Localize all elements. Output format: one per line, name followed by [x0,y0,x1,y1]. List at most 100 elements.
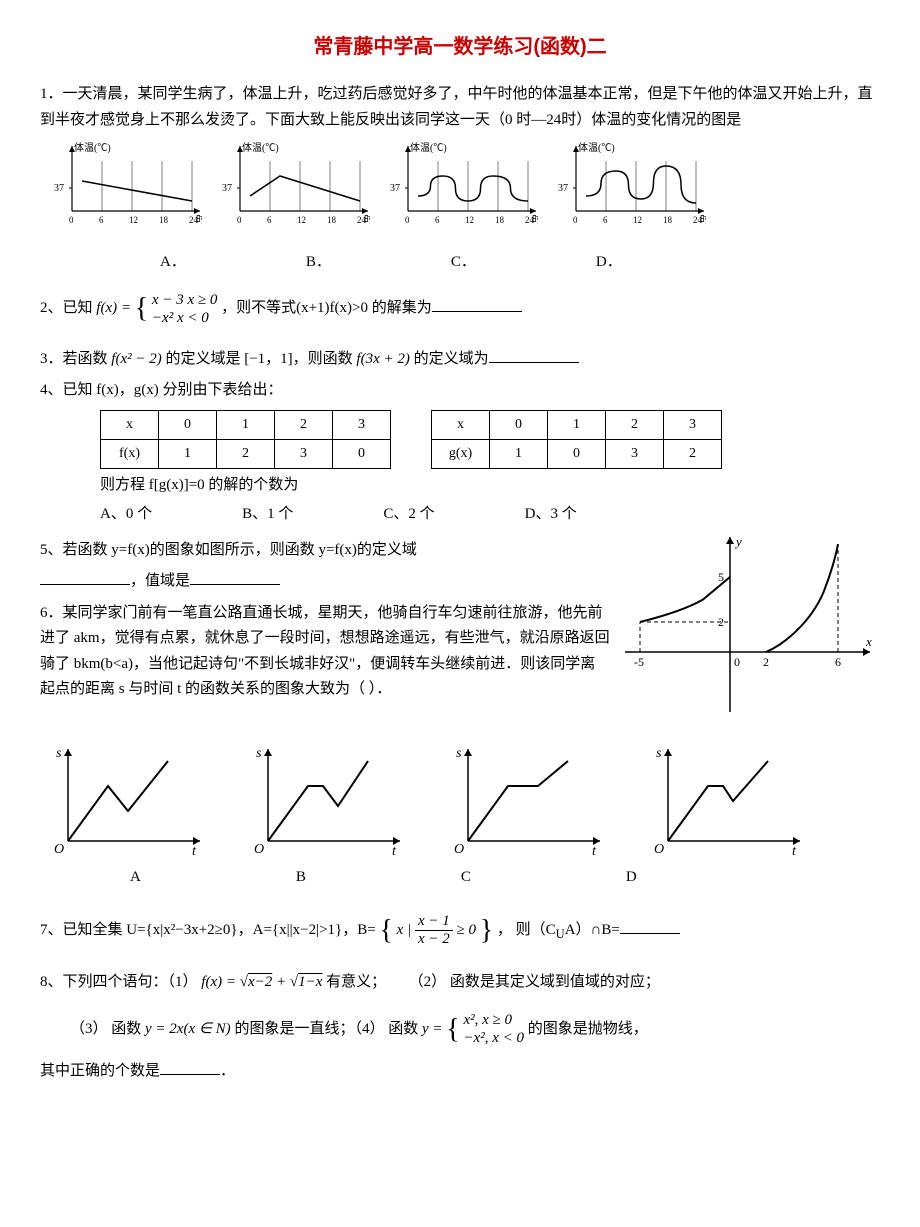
opt-c: C． [451,250,476,276]
svg-text:18: 18 [327,215,337,225]
question-3: 3．若函数 f(x² − 2) 的定义域是 [−1，1]，则函数 f(3x + … [40,347,880,373]
q8-num: 8、 [40,974,63,990]
q5-text: 若函数 y=f(x)的图象如图所示，则函数 y=f(x)的定义域 [63,542,417,558]
q7-sb: x | [397,922,415,938]
svg-text:37: 37 [222,183,232,194]
q4-text: 已知 f(x)，g(x) 分别由下表给出： [63,382,283,398]
cell: 0 [490,410,548,439]
q7-sub: U [556,927,565,941]
cell: 2 [217,439,275,468]
q1-chart-b: 体温(℃)时3706121824 [220,141,370,236]
blank [160,1059,220,1075]
q8-t2: （2） 函数是其定义域到值域的对应； [409,974,660,990]
q6-options: A B C D [40,865,880,891]
svg-text:12: 12 [465,215,474,225]
cell: 3 [275,439,333,468]
svg-text:24: 24 [693,215,703,225]
brace-icon: { [135,293,148,324]
svg-text:体温(℃): 体温(℃) [578,142,615,154]
svg-text:体温(℃): 体温(℃) [74,142,111,154]
svg-text:6: 6 [99,215,104,225]
opt-a: A [130,865,141,891]
q4-sub: 则方程 f[g(x)]=0 的解的个数为 [40,473,880,499]
q6-chart-c: stO [450,741,610,861]
q6-charts: stO stO stO stO [50,741,880,861]
q8-tail: 其中正确的个数是． [40,1059,880,1085]
cell: 0 [548,439,606,468]
table-f: x0123 f(x)1230 [100,410,391,469]
question-1: 1．一天清晨，某同学生病了，体温上升，吃过药后感觉好多了，中午时他的体温基本正常… [40,82,880,133]
q2-pre: 已知 [63,300,97,316]
q7-pre: 已知全集 U={x|x²−3x+2≥0}，A={x||x−2|>1}，B= [63,922,376,938]
q3-f2: f(3x + 2) [356,351,409,367]
svg-text:O: O [54,842,64,857]
svg-text:s: s [256,746,262,761]
frac-d: x − 2 [415,931,453,948]
q8-f1: f(x) = √x−2 + √1−x [201,974,322,990]
q1-text: 一天清晨，某同学生病了，体温上升，吃过药后感觉好多了，中午时他的体温基本正常，但… [40,86,873,128]
svg-text:O: O [654,842,664,857]
q1-chart-d: 体温(℃)时3706121824 [556,141,706,236]
svg-text:24: 24 [357,215,367,225]
question-4: 4、已知 f(x)，g(x) 分别由下表给出： [40,378,880,404]
q6-num: 6． [40,605,63,621]
fraction: x − 1x − 2 [415,913,453,947]
svg-text:12: 12 [297,215,306,225]
svg-text:18: 18 [663,215,673,225]
svg-text:0: 0 [237,215,242,225]
q8-f4p: y = [422,1021,446,1037]
q4-num: 4、 [40,382,63,398]
q5-num: 5、 [40,542,63,558]
opt-a: A． [160,250,186,276]
svg-text:24: 24 [525,215,535,225]
brace-icon: { [379,915,392,946]
svg-text:0: 0 [405,215,410,225]
cell: 3 [333,410,391,439]
svg-text:s: s [56,746,62,761]
svg-text:-5: -5 [634,655,644,669]
q2-post: ，则不等式(x+1)f(x)>0 的解集为 [221,300,432,316]
q8-t3: （3） 函数 [70,1021,145,1037]
piece-1: x², x ≥ 0 [463,1011,524,1029]
opt-d: D [626,865,637,891]
brace-icon: { [446,1014,459,1045]
table-g: x0123 g(x)1032 [431,410,722,469]
cell: 0 [333,439,391,468]
piece-2: −x², x < 0 [463,1029,524,1047]
q7-post2: A）∩B= [565,922,620,938]
cell: 0 [159,410,217,439]
svg-text:体温(℃): 体温(℃) [242,142,279,154]
q8-piecewise: x², x ≥ 0 −x², x < 0 [463,1011,524,1047]
svg-text:t: t [192,844,197,859]
piece-1: x − 3 x ≥ 0 [152,291,217,309]
blank [190,569,280,585]
q8-t4: 的图象是抛物线， [528,1021,648,1037]
cell: x [432,410,490,439]
svg-text:t: t [392,844,397,859]
cell: 1 [490,439,548,468]
cell: 2 [664,439,722,468]
svg-text:0: 0 [734,655,740,669]
q3-c: 的定义域为 [410,351,489,367]
svg-text:6: 6 [435,215,440,225]
svg-text:18: 18 [159,215,169,225]
svg-text:s: s [656,746,662,761]
q8-t1: 有意义； [326,974,386,990]
blank [432,296,522,312]
svg-text:12: 12 [129,215,138,225]
svg-text:37: 37 [54,183,64,194]
cell: 1 [548,410,606,439]
q3-b: 的定义域是 [−1，1]，则函数 [162,351,357,367]
q1-options: A． B． C． D． [40,250,880,276]
question-2: 2、已知 f(x) = { x − 3 x ≥ 0 −x² x < 0 ，则不等… [40,285,880,333]
opt-b: B [296,865,306,891]
piece-2: −x² x < 0 [152,309,217,327]
svg-text:0: 0 [573,215,578,225]
cell: 3 [664,410,722,439]
q7-post: ， 则（C [497,922,556,938]
frac-n: x − 1 [415,913,453,931]
q1-num: 1． [40,86,63,102]
cell: g(x) [432,439,490,468]
svg-text:6: 6 [835,655,841,669]
opt-b: B． [306,250,331,276]
